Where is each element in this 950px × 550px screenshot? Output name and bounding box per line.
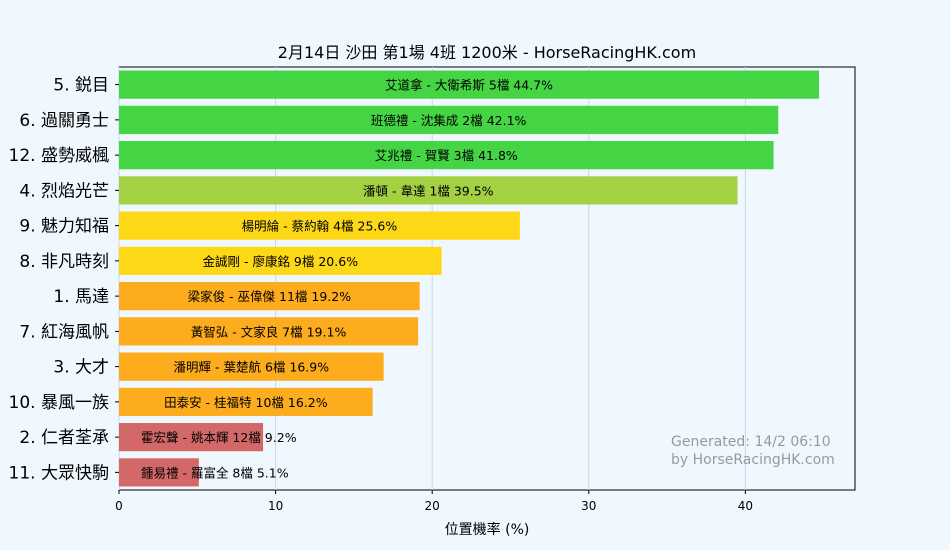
bar	[119, 105, 779, 134]
bar-data-label: 艾兆禮 - 賀賢 3檔 41.8%	[375, 148, 518, 163]
watermark-line-1: Generated: 14/2 06:10	[671, 434, 831, 450]
y-category-label: 5. 鋭目	[53, 76, 109, 96]
y-category-label: 11. 大眾快駒	[9, 463, 109, 483]
bar	[119, 317, 419, 346]
x-tick-label: 0	[115, 499, 123, 513]
x-tick-label: 10	[268, 499, 283, 513]
bar-data-label: 鍾易禮 - 羅富全 8檔 5.1%	[141, 465, 289, 480]
bar-data-label: 黃智弘 - 文家良 7檔 19.1%	[191, 324, 347, 339]
bar-data-label: 楊明綸 - 蔡約翰 4檔 25.6%	[242, 219, 398, 234]
plot-area	[118, 66, 856, 491]
bar-data-label: 梁家俊 - 巫偉傑 11檔 19.2%	[188, 289, 352, 304]
bar-data-label: 霍宏聲 - 姚本輝 12檔 9.2%	[141, 430, 297, 445]
bar	[119, 352, 384, 381]
y-category-label: 12. 盛勢威楓	[9, 146, 109, 166]
x-axis: 0 10 20 30 40 5. 鋭目 6. 過關勇士 12. 盛勢威楓 4. 烈焰光芒 9. 魅…	[9, 76, 753, 513]
bar-data-label: 田泰安 - 桂福特 10檔 16.2%	[164, 395, 328, 410]
bar-data-label: 潘頓 - 韋達 1檔 39.5%	[363, 183, 494, 198]
bar	[119, 141, 774, 170]
x-tick-label: 20	[425, 499, 440, 513]
bar-data-label: 班德禮 - 沈集成 2檔 42.1%	[371, 113, 527, 128]
x-tick-label: 40	[738, 499, 753, 513]
y-category-label: 1. 馬達	[53, 287, 109, 307]
watermark-line-2: by HorseRacingHK.com	[671, 452, 835, 468]
y-category-label: 6. 過關勇士	[19, 111, 109, 131]
bar	[119, 246, 442, 275]
y-category-label: 3. 大才	[53, 358, 109, 378]
y-category-label: 2. 仁者荃承	[19, 428, 109, 448]
y-category-label: 7. 紅海風帆	[19, 322, 109, 342]
bar	[119, 458, 199, 487]
y-category-label: 8. 非凡時刻	[19, 252, 109, 272]
bar	[119, 211, 520, 240]
bar	[119, 387, 373, 416]
chart-title: 2月14日 沙田 第1場 4班 1200米 - HorseRacingHK.co…	[278, 43, 696, 62]
bar	[119, 176, 738, 205]
bar-data-label: 金誠剛 - 廖康銘 9檔 20.6%	[203, 254, 359, 269]
y-category-label: 9. 魅力知福	[19, 217, 109, 237]
y-category-label: 10. 暴風一族	[9, 393, 109, 413]
bar	[119, 282, 420, 311]
bar	[119, 70, 819, 99]
x-tick-label: 30	[581, 499, 596, 513]
bar	[119, 423, 264, 452]
bar-data-label: 潘明輝 - 葉楚航 6檔 16.9%	[174, 360, 330, 375]
y-category-label: 4. 烈焰光芒	[19, 181, 109, 201]
x-axis-label: 位置機率 (%)	[445, 521, 530, 538]
bar-data-label: 艾道拿 - 大衛希斯 5檔 44.7%	[385, 78, 553, 93]
grid-lines	[118, 67, 746, 490]
bars: 艾道拿 - 大衛希斯 5檔 44.7% 班德禮 - 沈集成 2檔 42.1% 艾兆禮…	[119, 70, 819, 487]
